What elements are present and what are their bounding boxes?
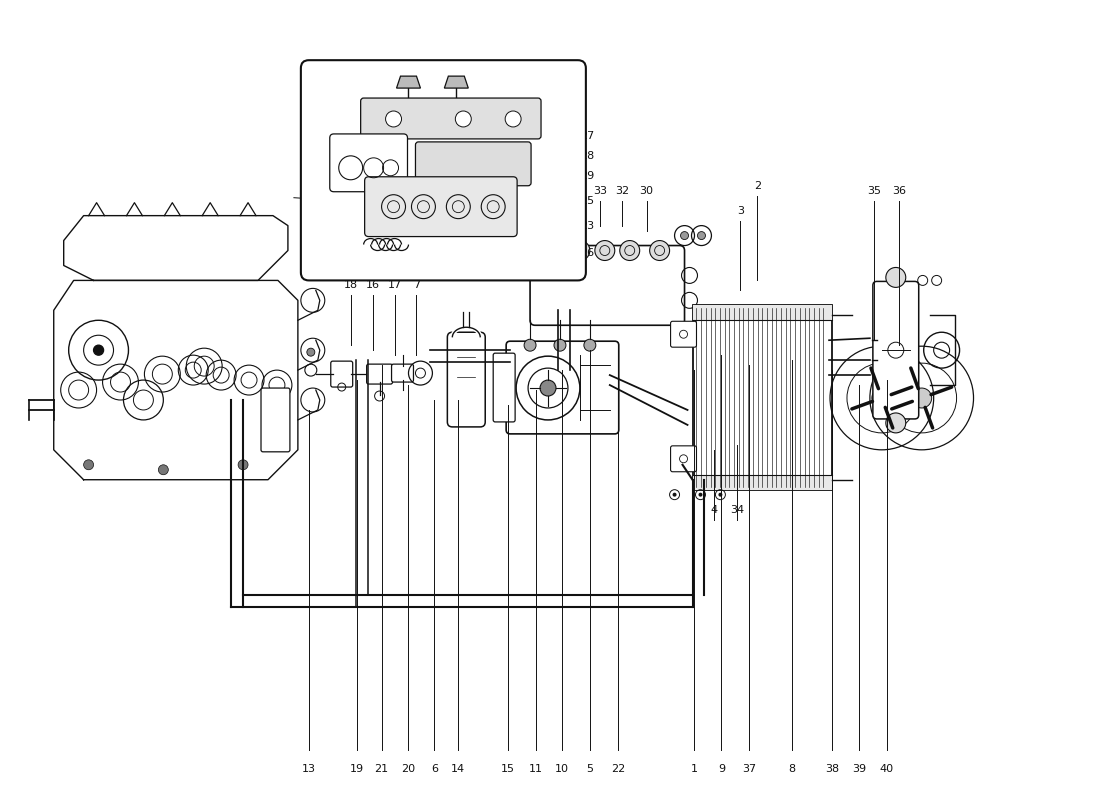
- FancyBboxPatch shape: [366, 364, 393, 384]
- Text: 31: 31: [568, 186, 582, 196]
- Circle shape: [672, 493, 676, 497]
- Text: 38: 38: [825, 764, 839, 774]
- FancyBboxPatch shape: [392, 364, 414, 382]
- Text: 22: 22: [610, 764, 625, 774]
- Text: 32: 32: [615, 186, 629, 196]
- Text: 2: 2: [754, 181, 761, 190]
- Circle shape: [440, 163, 456, 178]
- Circle shape: [681, 231, 689, 239]
- Text: 33: 33: [593, 186, 607, 196]
- Text: 1: 1: [691, 764, 698, 774]
- FancyBboxPatch shape: [301, 60, 586, 281]
- Text: 30: 30: [640, 186, 653, 196]
- Circle shape: [94, 345, 103, 355]
- Circle shape: [307, 348, 315, 356]
- Text: 24: 24: [299, 196, 314, 206]
- FancyBboxPatch shape: [448, 332, 485, 427]
- Circle shape: [619, 241, 640, 261]
- FancyBboxPatch shape: [873, 282, 918, 419]
- Polygon shape: [396, 76, 420, 88]
- FancyBboxPatch shape: [671, 446, 696, 472]
- Polygon shape: [444, 76, 469, 88]
- FancyBboxPatch shape: [506, 342, 619, 434]
- Circle shape: [650, 241, 670, 261]
- Circle shape: [540, 241, 560, 261]
- Text: 29: 29: [580, 170, 594, 181]
- Circle shape: [540, 380, 556, 396]
- Circle shape: [554, 339, 565, 351]
- FancyBboxPatch shape: [364, 177, 517, 237]
- FancyBboxPatch shape: [530, 246, 684, 326]
- Text: 21: 21: [374, 764, 388, 774]
- Text: 12: 12: [541, 186, 556, 196]
- Circle shape: [455, 111, 471, 127]
- Circle shape: [238, 460, 249, 470]
- Text: 19: 19: [350, 764, 364, 774]
- Circle shape: [570, 241, 590, 261]
- Text: 36: 36: [892, 186, 905, 196]
- Text: 8: 8: [789, 764, 795, 774]
- Text: 28: 28: [580, 151, 594, 161]
- Text: 10: 10: [556, 764, 569, 774]
- FancyBboxPatch shape: [261, 388, 290, 452]
- Text: 20: 20: [402, 764, 416, 774]
- Circle shape: [584, 339, 596, 351]
- Bar: [693, 306, 832, 490]
- Text: 27: 27: [580, 131, 594, 141]
- FancyBboxPatch shape: [416, 142, 531, 186]
- Circle shape: [524, 339, 536, 351]
- Text: 18: 18: [343, 280, 358, 290]
- Circle shape: [84, 460, 94, 470]
- Text: 39: 39: [851, 764, 866, 774]
- Text: 6: 6: [431, 764, 438, 774]
- Bar: [693, 306, 832, 320]
- Circle shape: [505, 111, 521, 127]
- Circle shape: [698, 493, 703, 497]
- FancyBboxPatch shape: [671, 322, 696, 347]
- Circle shape: [912, 388, 932, 408]
- Text: 26: 26: [580, 247, 594, 258]
- Bar: [693, 474, 832, 490]
- Circle shape: [386, 111, 402, 127]
- Text: 7: 7: [412, 280, 420, 290]
- Text: 15: 15: [502, 764, 515, 774]
- Text: 16: 16: [365, 280, 380, 290]
- Text: 9: 9: [718, 764, 725, 774]
- Text: 34: 34: [730, 505, 745, 514]
- Text: 13: 13: [301, 764, 316, 774]
- Circle shape: [872, 388, 892, 408]
- Text: 17: 17: [387, 280, 402, 290]
- Text: 4: 4: [711, 505, 718, 514]
- Circle shape: [697, 231, 705, 239]
- Text: 23: 23: [580, 221, 594, 230]
- FancyBboxPatch shape: [331, 361, 353, 387]
- Text: 35: 35: [867, 186, 881, 196]
- FancyBboxPatch shape: [493, 353, 515, 422]
- Circle shape: [595, 241, 615, 261]
- Text: 40: 40: [880, 764, 894, 774]
- FancyBboxPatch shape: [361, 98, 541, 139]
- FancyBboxPatch shape: [330, 134, 407, 192]
- Circle shape: [886, 413, 905, 433]
- Text: 5: 5: [586, 764, 593, 774]
- Text: 11: 11: [529, 764, 543, 774]
- Circle shape: [718, 493, 723, 497]
- Text: 37: 37: [742, 764, 757, 774]
- Circle shape: [886, 267, 905, 287]
- Text: 14: 14: [451, 764, 465, 774]
- Text: 25: 25: [580, 196, 594, 206]
- Text: 3: 3: [737, 206, 744, 216]
- Circle shape: [158, 465, 168, 474]
